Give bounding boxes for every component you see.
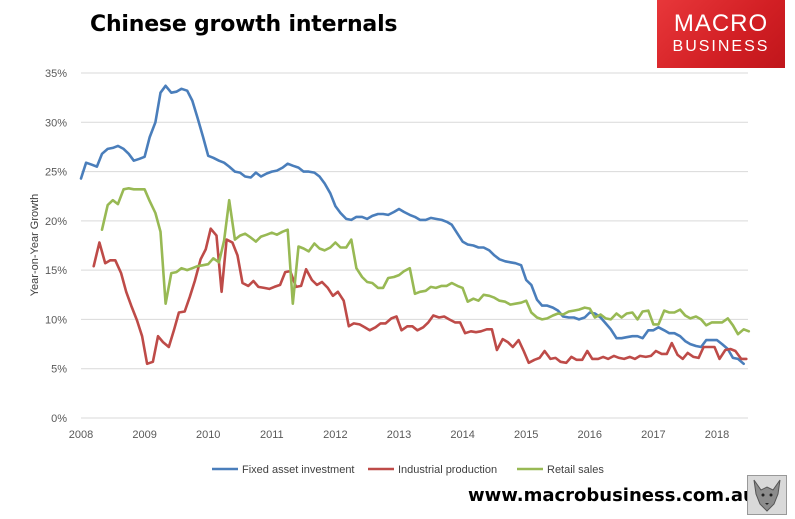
y-tick-label: 25% <box>45 167 67 179</box>
logo-line-2: BUSINESS <box>672 38 770 55</box>
x-tick-label: 2015 <box>514 429 538 441</box>
macrobusiness-logo: MACRO BUSINESS <box>657 0 785 68</box>
legend-label-retail: Retail sales <box>547 464 604 476</box>
x-tick-label: 2014 <box>450 429 474 441</box>
x-tick-label: 2008 <box>69 429 93 441</box>
legend: Fixed asset investment Industrial product… <box>212 464 604 476</box>
x-tick-label: 2016 <box>578 429 602 441</box>
y-tick-label: 10% <box>45 314 67 326</box>
y-tick-label: 0% <box>51 413 67 425</box>
legend-label-fai: Fixed asset investment <box>242 464 355 476</box>
series-line-fai <box>79 84 745 366</box>
wolf-logo <box>747 475 787 515</box>
footer-url: www.macrobusiness.com.au <box>468 485 748 506</box>
y-tick-label: 35% <box>45 68 67 80</box>
x-tick-label: 2010 <box>196 429 220 441</box>
x-tick-label: 2017 <box>641 429 665 441</box>
x-tick-label: 2013 <box>387 429 411 441</box>
chart-title: Chinese growth internals <box>90 12 398 37</box>
y-axis-ticks: 0% 5% 10% 15% 20% 25% 30% 35% <box>45 68 67 425</box>
y-tick-label: 15% <box>45 265 67 277</box>
x-tick-label: 2018 <box>705 429 729 441</box>
x-tick-label: 2012 <box>323 429 347 441</box>
legend-label-ip: Industrial production <box>398 464 497 476</box>
y-tick-label: 5% <box>51 364 67 376</box>
x-tick-label: 2009 <box>132 429 156 441</box>
series-line-ip <box>92 227 748 366</box>
series-lines <box>79 84 751 366</box>
y-tick-label: 20% <box>45 216 67 228</box>
x-tick-label: 2011 <box>260 429 284 441</box>
gridlines <box>81 72 748 419</box>
y-axis-title: Year-on-Year Growth <box>29 194 41 297</box>
logo-line-1: MACRO <box>673 10 769 37</box>
x-axis-ticks: 2008 2009 2010 2011 2012 2013 2014 2015 2016 2017… <box>69 429 729 441</box>
series-line-retail <box>100 187 751 336</box>
y-tick-label: 30% <box>45 117 67 129</box>
